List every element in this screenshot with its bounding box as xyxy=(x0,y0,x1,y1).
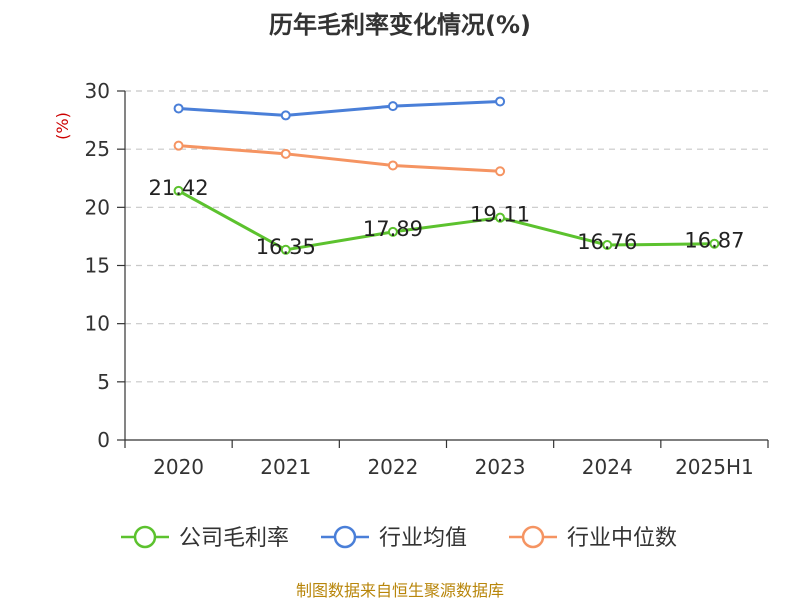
y-tick-label: 25 xyxy=(85,137,110,161)
legend[interactable]: 公司毛利率 行业均值 行业中位数 xyxy=(121,525,677,551)
series-line-2 xyxy=(178,144,501,173)
data-label: 19.11 xyxy=(470,203,530,227)
y-tick-label: 20 xyxy=(85,195,110,219)
y-tick-label: 5 xyxy=(97,370,110,394)
y-tick-label: 10 xyxy=(85,312,110,336)
data-point[interactable] xyxy=(280,148,291,159)
data-point[interactable] xyxy=(280,110,291,121)
data-point[interactable] xyxy=(280,244,291,255)
data-point[interactable] xyxy=(387,101,398,112)
series-group xyxy=(173,96,720,255)
data-label: 16.76 xyxy=(577,230,637,254)
legend-marker-icon xyxy=(521,525,545,549)
legend-item-label[interactable]: 行业均值 xyxy=(379,526,467,551)
series-line-1 xyxy=(178,99,501,117)
data-point[interactable] xyxy=(173,185,184,196)
x-tick-label: 2023 xyxy=(475,455,526,479)
chart-title: 历年毛利率变化情况(%) xyxy=(269,11,531,39)
data-point[interactable] xyxy=(387,226,398,237)
series-line-0 xyxy=(177,189,715,252)
x-tick-label: 2021 xyxy=(260,455,311,479)
data-point[interactable] xyxy=(387,160,398,171)
axes: 0 5 10 15 20 25 30 2020 2021 2022 2023 2024 2025H1 xyxy=(85,79,769,479)
y-tick-label: 15 xyxy=(85,254,110,278)
y-tick-label: 0 xyxy=(97,428,110,452)
data-point[interactable] xyxy=(173,140,184,151)
y-axis-unit-label: (%) xyxy=(53,112,72,140)
source-note: 制图数据来自恒生聚源数据库 xyxy=(296,581,504,600)
data-label: 16.87 xyxy=(684,229,744,253)
grid-lines xyxy=(125,90,768,383)
data-point[interactable] xyxy=(495,212,506,223)
x-tick-label: 2024 xyxy=(582,455,633,479)
data-point[interactable] xyxy=(495,166,506,177)
data-label: 21.42 xyxy=(149,176,209,200)
x-tick-label: 2020 xyxy=(153,455,204,479)
data-label: 17.89 xyxy=(363,217,423,241)
y-tick-label: 30 xyxy=(85,79,110,103)
data-labels: 21.42 16.35 17.89 19.11 16.76 16.87 xyxy=(149,176,745,259)
data-point[interactable] xyxy=(602,240,613,251)
legend-marker-icon xyxy=(333,525,357,549)
x-tick-label: 2025H1 xyxy=(675,455,754,479)
data-point[interactable] xyxy=(709,238,720,249)
legend-item-label[interactable]: 公司毛利率 xyxy=(179,526,289,551)
legend-item-label[interactable]: 行业中位数 xyxy=(567,526,677,551)
x-tick-label: 2022 xyxy=(367,455,418,479)
data-label: 16.35 xyxy=(256,235,316,259)
data-point[interactable] xyxy=(495,96,506,107)
data-point[interactable] xyxy=(173,103,184,114)
legend-marker-icon xyxy=(133,525,157,549)
